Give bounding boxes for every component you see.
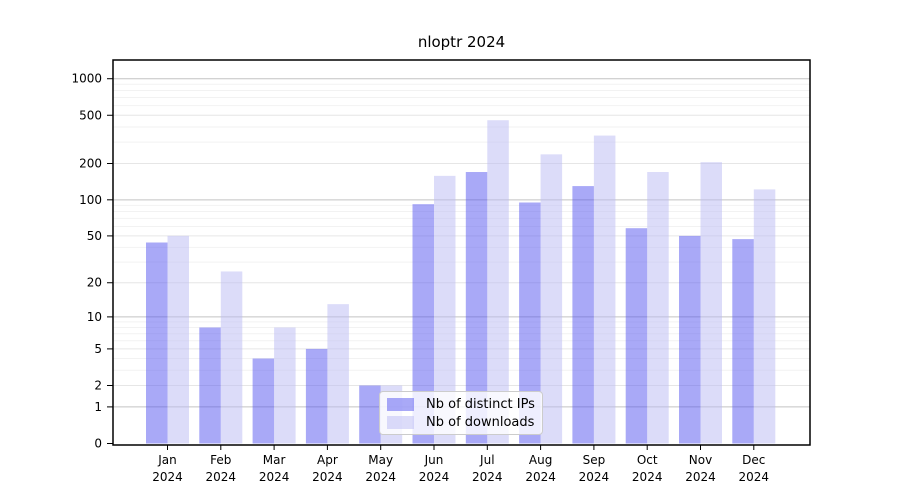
y-tick-label: 1 [94, 400, 102, 414]
bar-downloads [647, 172, 669, 444]
x-tick-label-month: Mar [263, 453, 286, 467]
bar-downloads [540, 154, 563, 444]
y-tick-label: 5 [94, 342, 102, 356]
x-tick-label-year: 2024 [259, 470, 290, 484]
x-tick-label-month: Aug [529, 453, 552, 467]
x-tick-label-month: Jul [479, 453, 494, 467]
bar-distinct-ips [679, 235, 701, 444]
bar-downloads [593, 135, 616, 444]
x-tick-label-year: 2024 [579, 470, 610, 484]
x-tick-label-year: 2024 [632, 470, 663, 484]
y-tick-label: 10 [87, 310, 102, 324]
x-tick-label-year: 2024 [472, 470, 503, 484]
x-tick-label-year: 2024 [739, 470, 770, 484]
x-tick-label-year: 2024 [685, 470, 716, 484]
bar-distinct-ips [732, 239, 754, 444]
bar-downloads [700, 162, 722, 444]
legend-label-distinct-ips: Nb of distinct IPs [426, 396, 535, 412]
x-tick-label-month: Dec [742, 453, 765, 467]
legend-swatch-downloads [387, 415, 414, 429]
x-tick-label-month: May [368, 453, 393, 467]
y-tick-label: 500 [79, 108, 102, 122]
plot-border [112, 59, 811, 446]
x-tick-label-month: Apr [317, 453, 338, 467]
y-tick-label: 20 [87, 276, 102, 290]
bar-distinct-ips [465, 172, 488, 444]
bar-distinct-ips [625, 228, 648, 444]
x-tick-label-month: Jan [157, 453, 177, 467]
bar-distinct-ips [199, 327, 221, 444]
legend-entry-downloads: Nb of downloads [387, 414, 535, 430]
bar-downloads [167, 235, 189, 444]
x-tick-label-month: Jun [424, 453, 444, 467]
bar-distinct-ips [305, 348, 328, 444]
bar-downloads [487, 120, 509, 444]
bar-downloads [220, 271, 243, 444]
legend: Nb of distinct IPs Nb of downloads [379, 391, 543, 435]
bar-distinct-ips [412, 204, 434, 444]
legend-swatch-distinct-ips [387, 397, 414, 411]
bar-distinct-ips [572, 186, 594, 444]
x-tick-label-year: 2024 [525, 470, 556, 484]
y-tick-label: 100 [79, 193, 102, 207]
legend-label-downloads: Nb of downloads [426, 414, 535, 430]
y-tick-label: 0 [94, 437, 102, 451]
x-tick-label-year: 2024 [312, 470, 343, 484]
x-tick-label-year: 2024 [419, 470, 450, 484]
bar-distinct-ips [519, 202, 541, 444]
bar-downloads [434, 175, 456, 444]
y-tick-label: 2 [94, 378, 102, 392]
bar-downloads [753, 189, 776, 444]
bar-downloads [327, 304, 349, 444]
x-tick-label-month: Nov [689, 453, 712, 467]
x-tick-label-year: 2024 [206, 470, 237, 484]
x-tick-label-year: 2024 [152, 470, 183, 484]
x-tick-label-month: Feb [210, 453, 231, 467]
bar-downloads [274, 327, 296, 444]
chart-title: nloptr 2024 [417, 33, 506, 51]
y-tick-label: 1000 [71, 72, 102, 86]
legend-entry-distinct-ips: Nb of distinct IPs [387, 396, 535, 412]
x-tick-label-year: 2024 [365, 470, 396, 484]
x-tick-label-month: Oct [637, 453, 658, 467]
y-tick-label: 200 [79, 156, 102, 170]
y-tick-label: 50 [87, 229, 102, 243]
bar-distinct-ips [252, 358, 275, 444]
bar-distinct-ips [146, 242, 168, 444]
bar-distinct-ips [359, 385, 381, 444]
x-tick-label-month: Sep [583, 453, 606, 467]
